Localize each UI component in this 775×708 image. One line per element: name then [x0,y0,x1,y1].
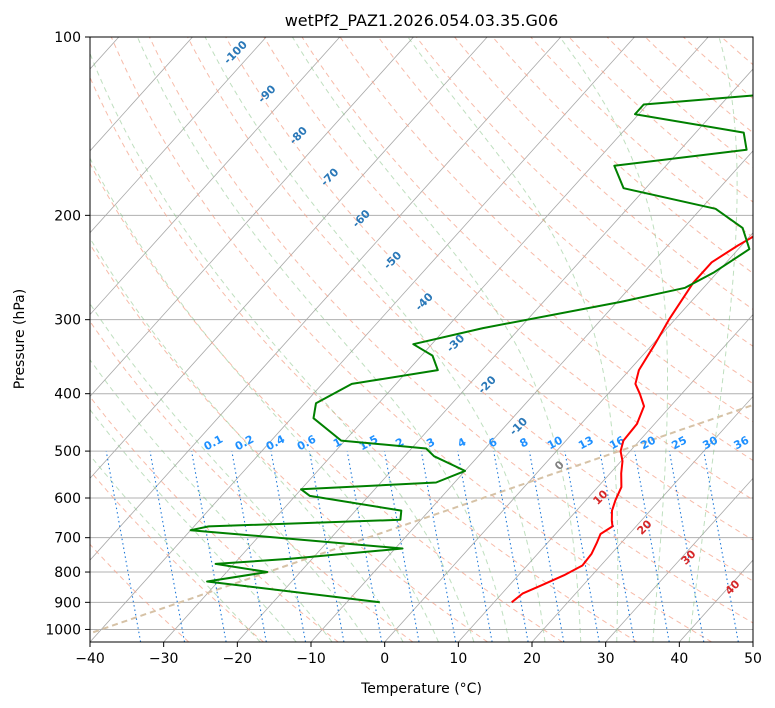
y-tick-label: 300 [54,313,81,329]
dry-adiabat-line [454,37,753,311]
y-tick-label: 800 [54,565,81,581]
x-tick-label: −40 [75,651,105,667]
isotherm-line [605,477,753,642]
isotherm-line [90,37,635,642]
mixing-ratio-label: 30 [700,433,720,452]
mixing-ratio-line [346,451,383,642]
x-tick-label: 10 [449,651,467,667]
isotherm-line [90,37,488,479]
dry-adiabat-line [263,37,753,501]
profile-lines [189,94,753,604]
mixing-ratio-line [383,451,420,642]
x-tick-label: 20 [523,651,541,667]
x-tick-label: 30 [597,651,615,667]
mixing-ratio-label: 36 [732,433,752,452]
dry-adiabat-line [90,320,414,642]
mixing-ratio-line [634,451,670,642]
x-axis: −40 −30 −20 −10 0 10 20 30 40 50 [75,642,762,667]
mixing-ratio-line [528,451,565,642]
x-tick-label: 50 [744,651,762,667]
moist-adiabat-line [688,37,738,642]
mixing-ratio-line [149,451,186,642]
mixing-ratio-line [493,451,529,642]
dry-adiabat-line [90,76,638,642]
x-axis-label: Temperature (°C) [360,681,482,697]
y-tick-label: 1000 [45,622,81,638]
dry-adiabat-line [377,37,753,385]
isotherm-line [90,37,193,152]
y-axis: 100 200 300 400 500 600 700 800 900 1000 [45,30,90,638]
dry-adiabat-line [530,37,753,239]
mixing-ratio-line [703,451,739,642]
moist-adiabat-line [90,454,261,642]
moist-adiabat-line [90,52,475,642]
y-tick-label: 900 [54,595,81,611]
moist-adiabat-line [291,37,582,642]
isotherm-line [90,37,562,561]
y-tick-label: 200 [54,208,81,224]
mixing-ratio-line [308,451,345,642]
mixing-ratio-line [668,451,705,642]
isotherm-line [458,313,753,642]
mixing-ratio-label: 25 [669,434,689,453]
mixing-ratio-line [564,451,600,642]
mixing-ratio-label: 20 [638,433,658,452]
dewpoint-line [189,94,753,604]
y-tick-label: 500 [54,444,81,460]
dry-adiabat-line [148,37,753,624]
mixing-ratio-line [191,451,227,642]
moist-adiabat-line [90,302,369,642]
moist-adiabat-line [90,237,404,642]
moist-adiabat-line [559,37,668,642]
mixing-ratio-line [105,451,142,642]
mixing-ratio-line [270,451,307,642]
reference-curve [90,403,753,635]
dry-adiabat-line [492,37,753,274]
x-tick-label: 0 [380,651,389,667]
isotherm-line [90,37,267,234]
y-tick-label: 600 [54,491,81,507]
y-axis-label: Pressure (hPa) [12,289,28,389]
isotherm-line [90,37,414,398]
dry-adiabat-line [90,162,563,642]
moist-adiabat-line [90,358,333,642]
moist-adiabat-line [204,37,546,642]
mixing-ratio-label: 10 [545,433,565,452]
moist-adiabat-line [90,408,297,642]
y-tick-label: 400 [54,387,81,403]
mixing-ratio-label: 13 [576,434,596,453]
dry-adiabat-line [568,37,753,203]
plot-frame [89,36,754,643]
chart-title: wetPf2_PAZ1.2026.054.03.35.G06 [285,11,559,31]
dry-adiabat-line [110,37,712,642]
mixing-ratio-line [420,451,457,642]
temperature-line [511,235,753,604]
x-tick-label: −20 [223,651,253,667]
moist-adiabat-line [407,37,619,642]
x-tick-label: 40 [670,651,688,667]
y-tick-label: 100 [54,30,81,46]
dry-adiabat-line [416,37,753,347]
moist-adiabat-line [136,37,510,642]
isotherm-line [531,395,753,642]
dry-adiabat-line [225,37,753,541]
mixing-ratio-line [599,451,635,642]
mixing-ratio-line [457,451,493,642]
x-tick-label: −30 [149,651,179,667]
dry-adiabat-line [90,243,488,642]
isotherm-line [90,37,341,316]
dry-adiabat-line [339,37,753,423]
dry-adiabat-line [301,37,753,462]
y-tick-label: 700 [54,531,81,547]
x-tick-label: −10 [296,651,326,667]
mixing-ratio-line [231,451,267,642]
dry-adiabat-line [90,395,339,642]
dry-adiabat-line [187,37,753,582]
